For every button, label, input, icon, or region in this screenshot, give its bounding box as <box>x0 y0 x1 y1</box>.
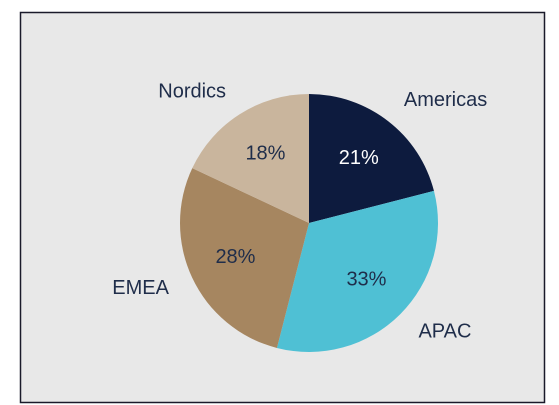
slice-value-label: 18% <box>245 143 285 165</box>
pie-slice <box>180 168 309 348</box>
pie-slice <box>309 94 434 223</box>
slice-value-label: 28% <box>215 246 255 268</box>
slice-category-label: Americas <box>404 89 487 111</box>
pie-slice <box>276 190 439 353</box>
slice-category-label: APAC <box>418 321 471 343</box>
slice-value-label: 21% <box>339 147 379 169</box>
slice-value-label: 33% <box>346 269 386 291</box>
slice-category-label: EMEA <box>112 277 169 299</box>
pie-slice <box>192 94 309 223</box>
slice-category-label: Nordics <box>158 81 226 103</box>
